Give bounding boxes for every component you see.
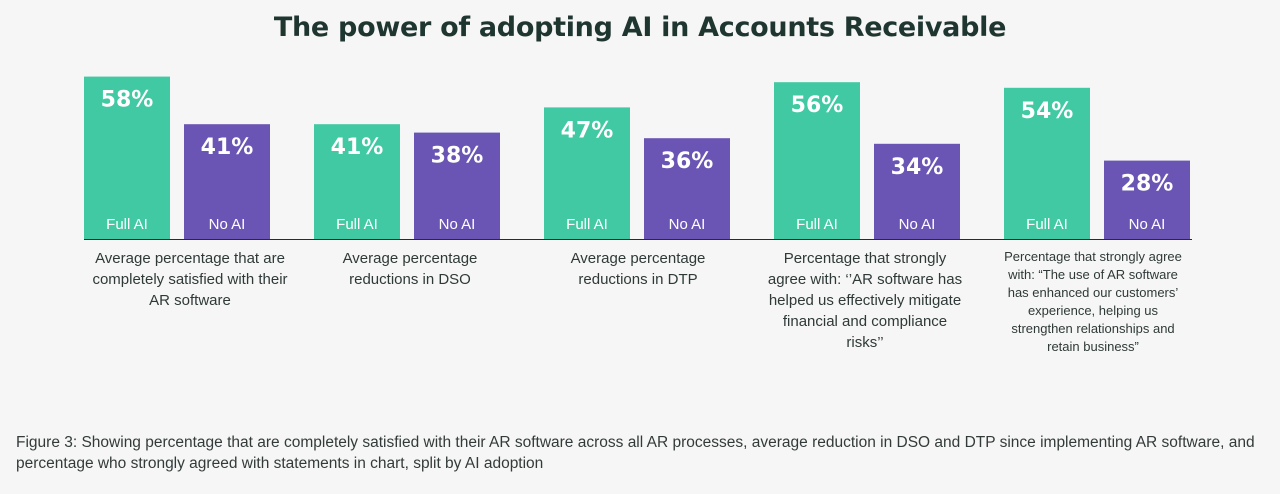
- bar-full-ai-2: [544, 107, 630, 240]
- bar-series-label: Full AI: [796, 216, 838, 233]
- bar-no-ai-2: [644, 138, 730, 239]
- bar-series-label: Full AI: [566, 216, 608, 233]
- bar-series-label: Full AI: [1026, 216, 1068, 233]
- bar-value-label: 47%: [561, 118, 614, 143]
- bar-full-ai-3: [774, 82, 860, 239]
- group-desc-4: Percentage that strongly agree with: “Th…: [1004, 249, 1182, 354]
- bar-full-ai-0: [84, 76, 170, 239]
- group-desc-0: Average percentage that are completely s…: [92, 250, 288, 309]
- bar-no-ai-0: [184, 124, 270, 239]
- bar-value-label: 56%: [791, 93, 844, 118]
- bar-full-ai-4: [1004, 87, 1090, 239]
- bar-value-label: 54%: [1021, 99, 1074, 124]
- bar-value-label: 41%: [201, 135, 254, 160]
- chart-title: The power of adopting AI in Accounts Rec…: [273, 12, 1007, 43]
- bar-no-ai-1: [414, 132, 500, 239]
- bar-series-label: Full AI: [106, 216, 148, 233]
- bar-series-label: No AI: [669, 216, 706, 233]
- bar-value-label: 34%: [891, 155, 944, 180]
- bar-chart: 58% Full AI 41% No AI 41% Full AI 38% No AI 47% F…: [84, 76, 1192, 240]
- bar-value-label: 41%: [331, 135, 384, 160]
- bar-series-label: No AI: [439, 216, 476, 233]
- bar-series-label: No AI: [899, 216, 936, 233]
- bar-series-label: Full AI: [336, 216, 378, 233]
- group-desc-3: Percentage that strongly agree with: ‘’A…: [767, 250, 963, 351]
- group-desc-2: Average percentage reductions in DTP: [570, 250, 706, 288]
- bar-no-ai-3: [874, 143, 960, 239]
- bar-value-label: 36%: [661, 149, 714, 174]
- bar-value-label: 58%: [101, 88, 154, 113]
- bar-full-ai-1: [314, 124, 400, 239]
- bar-value-label: 38%: [431, 144, 484, 169]
- bar-series-label: No AI: [1129, 216, 1166, 233]
- group-desc-1: Average percentage reductions in DSO: [342, 250, 478, 288]
- bar-no-ai-4: [1104, 160, 1190, 239]
- bar-value-label: 28%: [1121, 172, 1174, 197]
- figure-caption: Figure 3: Showing percentage that are co…: [16, 434, 1255, 472]
- bar-series-label: No AI: [209, 216, 246, 233]
